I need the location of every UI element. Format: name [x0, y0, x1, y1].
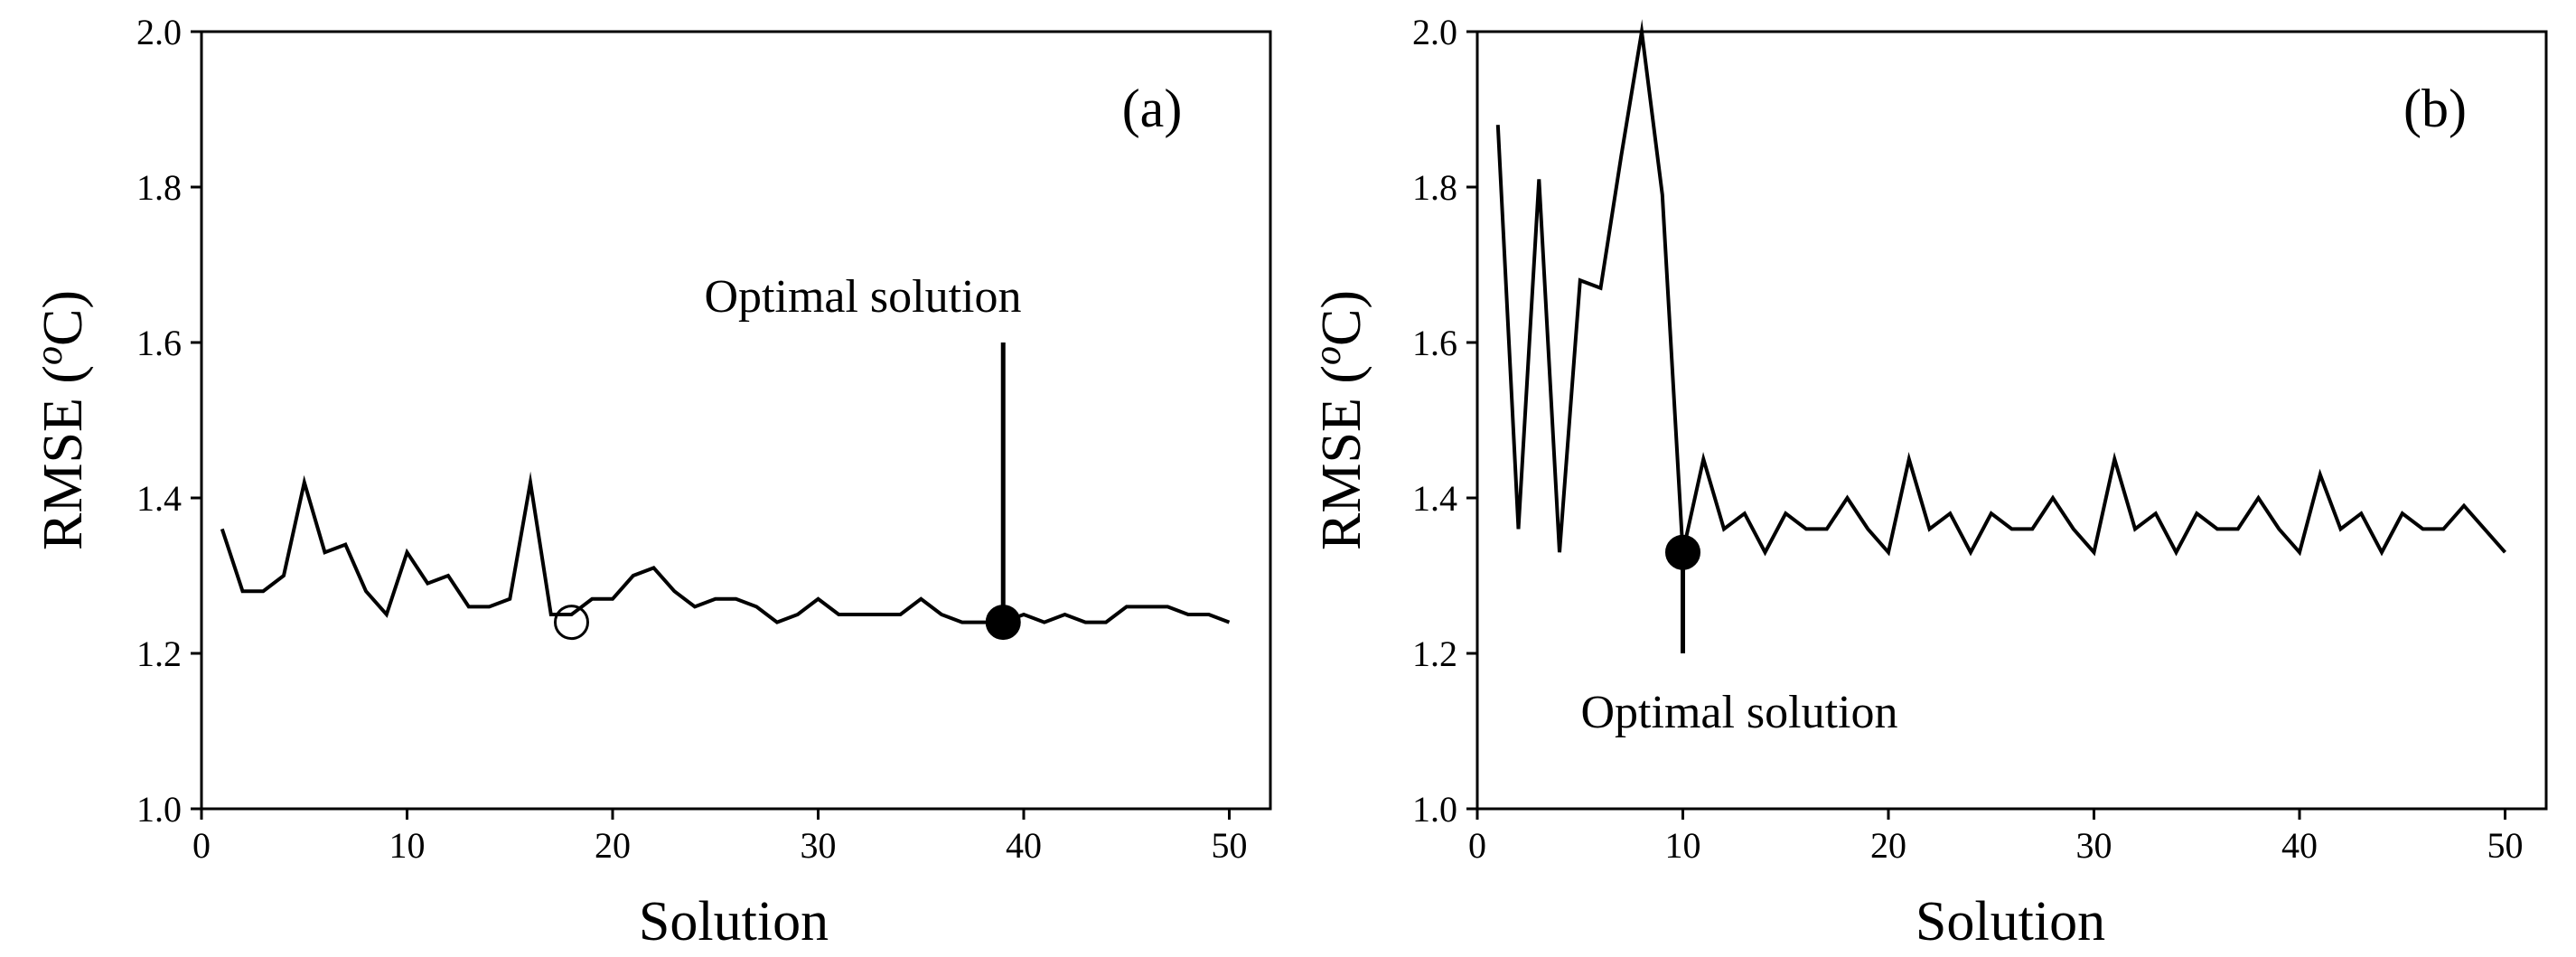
y-tick-label-b-1.6: 1.6: [1412, 323, 1457, 363]
plot-frame-b: [1475, 30, 2548, 811]
marker-group-b: [1665, 534, 1700, 570]
optimal-point-marker-a: [985, 605, 1021, 641]
x-tick-label-b-0: 0: [1468, 825, 1486, 866]
x-tick-label-b-10: 10: [1665, 825, 1701, 866]
series-group-a: [220, 471, 1231, 624]
y-axis-title-b: RMSE (oC): [1307, 290, 1372, 550]
axis-ticks-a: 0 10 20 30 40 50 1.0 1.2 1.4 1.6 1.8 2.0: [136, 12, 1248, 866]
x-tick-label-a-50: 50: [1212, 825, 1248, 866]
annotation-label-b: Optimal solution: [1581, 687, 1898, 738]
x-tick-label-a-40: 40: [1006, 825, 1042, 866]
y-tick-label-b-1.2: 1.2: [1412, 633, 1457, 674]
panel-a: 0 10 20 30 40 50 1.0 1.2 1.4 1.6 1.8 2.0 (a) Optima…: [29, 12, 1272, 952]
y-tick-label-b-1.4: 1.4: [1412, 478, 1457, 519]
y-tick-label-a-1.6: 1.6: [136, 323, 182, 363]
series-line-a: [220, 471, 1231, 624]
panel-tag-b: (b): [2403, 79, 2467, 138]
panel-tag-a: (a): [1122, 79, 1183, 138]
panel-b: 0 10 20 30 40 50 1.0 1.2 1.4 1.6 1.8 2.0 (b) Optima…: [1307, 12, 2548, 952]
y-tick-label-a-1.0: 1.0: [136, 789, 182, 830]
series-line-b: [1495, 19, 2507, 566]
x-axis-title-b: Solution: [1916, 891, 2105, 952]
x-tick-label-b-50: 50: [2487, 825, 2524, 866]
y-tick-label-a-1.2: 1.2: [136, 633, 182, 674]
annotation-label-a: Optimal solution: [705, 271, 1022, 323]
optimal-point-marker-b: [1665, 534, 1700, 570]
marker-group-a: [554, 605, 1021, 641]
series-group-b: [1495, 19, 2507, 566]
x-tick-label-a-30: 30: [801, 825, 837, 866]
open-circle-marker-a: [554, 605, 589, 641]
x-tick-label-a-0: 0: [192, 825, 211, 866]
x-axis-title-a: Solution: [639, 891, 829, 952]
x-tick-label-b-40: 40: [2281, 825, 2318, 866]
y-axis-title-a: RMSE (oC): [29, 290, 94, 550]
plot-frame-a: [200, 30, 1272, 811]
x-tick-label-a-10: 10: [389, 825, 426, 866]
y-tick-label-b-1.0: 1.0: [1412, 789, 1457, 830]
axis-ticks-b: 0 10 20 30 40 50 1.0 1.2 1.4 1.6 1.8 2.0: [1412, 12, 2524, 866]
x-tick-label-b-30: 30: [2076, 825, 2112, 866]
y-tick-label-b-1.8: 1.8: [1412, 167, 1457, 208]
x-tick-label-a-20: 20: [595, 825, 631, 866]
y-tick-label-a-1.8: 1.8: [136, 167, 182, 208]
y-tick-label-a-1.4: 1.4: [136, 478, 182, 519]
y-tick-label-b-2.0: 2.0: [1412, 12, 1457, 52]
x-tick-label-b-20: 20: [1870, 825, 1906, 866]
y-tick-label-a-2.0: 2.0: [136, 12, 182, 52]
